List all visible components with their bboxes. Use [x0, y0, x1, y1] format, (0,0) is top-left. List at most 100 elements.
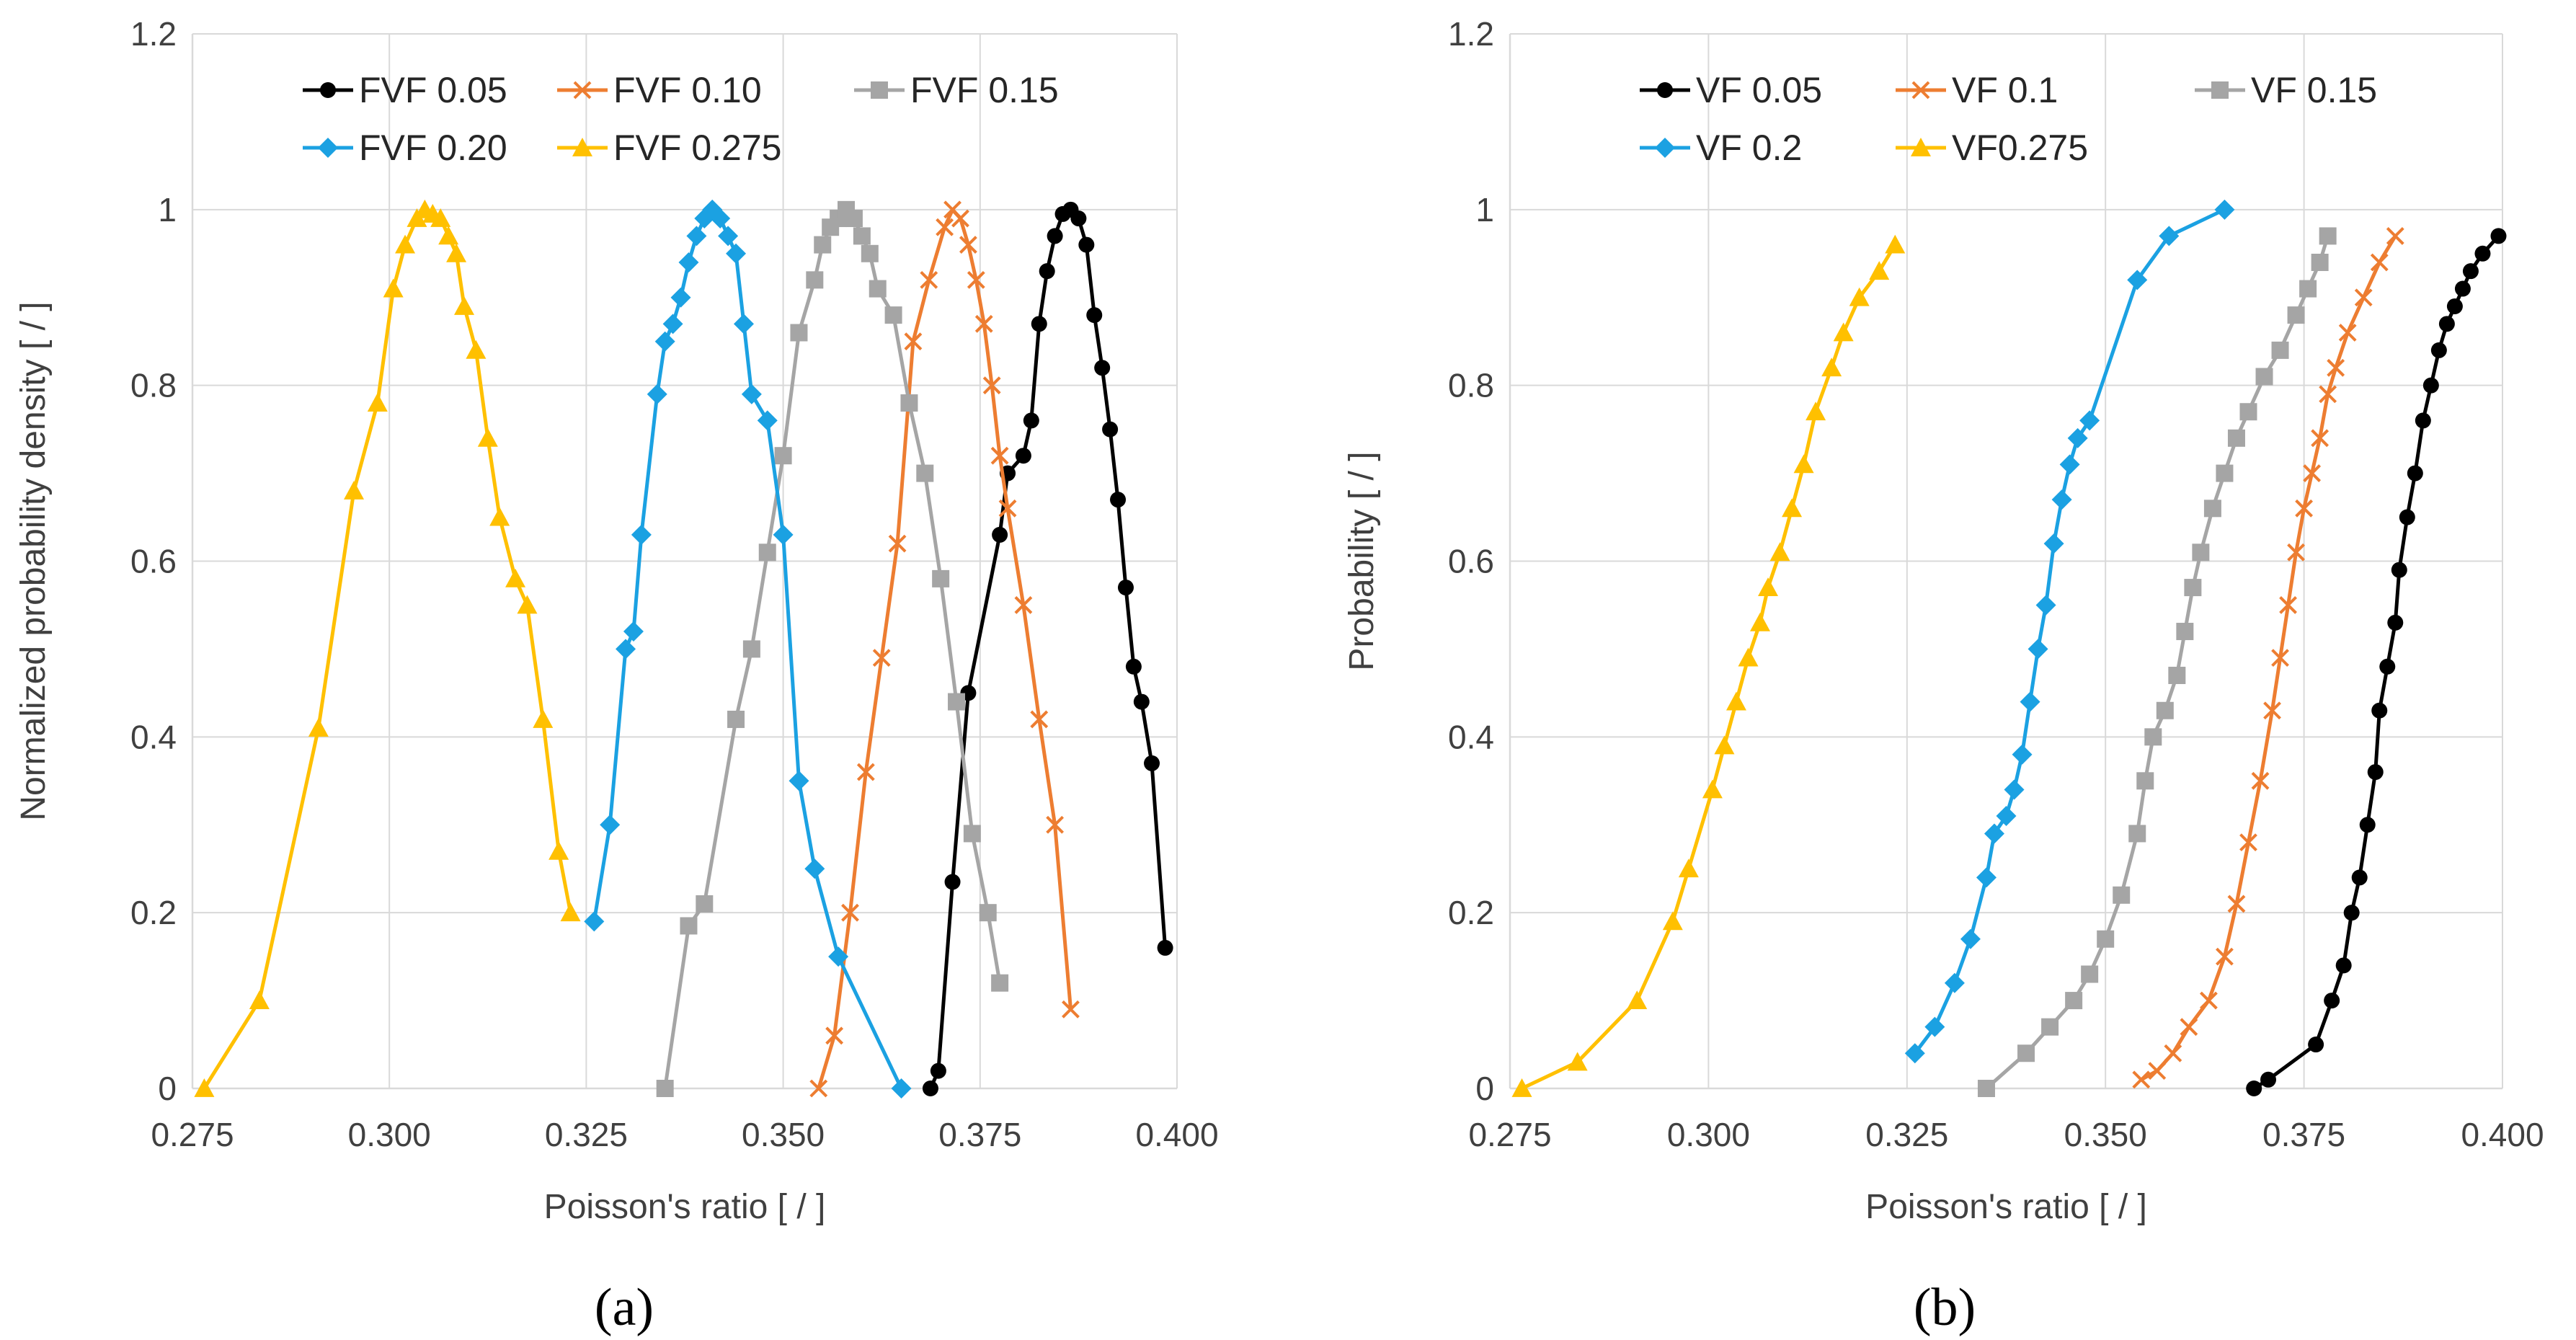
panel-a: 0.275 0.300 0.325 0.350 0.375 0.400 0 0.2 0.4 0.6…: [14, 15, 1219, 1226]
panel-a-data-point: [584, 911, 605, 932]
panel-b-data-point: [2251, 771, 2270, 790]
panel-a-data-point: [789, 771, 809, 791]
panel-b-data-point: [1662, 911, 1683, 931]
panel-a-data-point: [809, 1079, 828, 1098]
panel-b-data-point: [2203, 500, 2221, 518]
panel-a-series-2: [656, 200, 1009, 1097]
panel-a-data-point: [774, 447, 792, 465]
panel-b-data-point: [2287, 543, 2305, 562]
panel-a-legend: FVF 0.05 FVF 0.10 FVF 0.15 FVF 0.20 FVF 0.27…: [303, 70, 1059, 168]
panel-a-data-point: [841, 903, 859, 922]
panel-b-data-point: [2127, 270, 2148, 290]
panel-b-data-point: [1678, 858, 1699, 878]
legend-label: VF 0.05: [1696, 70, 1822, 110]
panel-b-data-point: [1714, 735, 1735, 755]
panel-b-series-line: [2140, 235, 2397, 1081]
caption-b: (b): [1914, 1278, 1976, 1337]
panel-b-data-point: [2097, 930, 2115, 948]
panel-b-data-point: [1769, 542, 1790, 562]
panel-b-data-point: [2338, 324, 2357, 342]
panel-b-data-point: [2004, 779, 2025, 800]
panel-a-legend-item: FVF 0.275: [557, 128, 781, 168]
panel-b-x-tick-label: 0.375: [2262, 1116, 2345, 1153]
panel-b-data-point: [2192, 543, 2210, 562]
panel-b-data-point: [1976, 867, 1997, 888]
panel-b-data-point: [2386, 226, 2404, 245]
panel-b-data-point: [1806, 401, 1826, 421]
panel-a-data-point: [758, 543, 776, 562]
panel-b-data-point: [2128, 825, 2146, 843]
panel-a-data-point: [696, 895, 714, 913]
panel-b-data-point: [2308, 1037, 2324, 1053]
panel-a-data-point: [773, 524, 794, 545]
panel-b-y-tick-label: 0.8: [1448, 367, 1494, 404]
panel-b-data-point: [1738, 647, 1759, 667]
panel-a-data-point: [825, 1026, 844, 1045]
panel-a-data-point: [489, 507, 510, 526]
panel-b-data-point: [2132, 1070, 2151, 1089]
panel-a-data-point: [992, 526, 1008, 543]
panel-b-y-tick-label: 1.2: [1448, 15, 1494, 53]
panel-b-data-point: [2311, 253, 2329, 271]
panel-a-legend-item: FVF 0.10: [557, 70, 762, 110]
panel-a-x-tick-label: 0.375: [938, 1116, 1021, 1153]
panel-a-data-point: [1078, 236, 1095, 253]
legend-swatch-marker: [572, 138, 592, 156]
panel-b-data-point: [2343, 905, 2360, 921]
panel-a-series-4: [194, 199, 581, 1097]
panel-a-data-point: [804, 858, 825, 879]
legend-swatch-marker: [320, 82, 336, 98]
panel-b-data-point: [1960, 928, 1981, 949]
panel-a-data-point: [438, 226, 459, 245]
panel-b-data-point: [2371, 702, 2388, 719]
panel-a-data-point: [959, 236, 977, 254]
panel-b-data-point: [2490, 228, 2507, 244]
panel-b-data-point: [1833, 322, 1854, 342]
panel-b-series-1: [2132, 226, 2404, 1089]
panel-a-data-point: [1014, 596, 1033, 614]
panel-a-data-point: [1046, 815, 1065, 834]
legend-swatch-marker: [1911, 81, 1930, 99]
panel-a-data-point: [944, 874, 961, 890]
panel-b-y-tick-label: 0.2: [1448, 894, 1494, 931]
panel-b-x-tick-label: 0.325: [1865, 1116, 1948, 1153]
panel-a-series-0: [922, 201, 1173, 1096]
panel-b-x-tick-label: 0.300: [1667, 1116, 1750, 1153]
caption-a: (a): [595, 1278, 654, 1337]
panel-a-data-point: [900, 394, 918, 412]
panel-b-data-point: [2391, 562, 2407, 578]
panel-a-data-point: [1070, 210, 1087, 227]
panel-a-data-point: [951, 209, 969, 228]
panel-b-data-point: [2446, 298, 2463, 314]
panel-b-legend-item: VF 0.15: [2195, 70, 2377, 110]
panel-a-y-tick-label: 0.2: [130, 894, 177, 931]
panel-b-data-point: [2239, 403, 2257, 421]
panel-a-data-point: [1062, 1000, 1080, 1019]
panel-a-data-point: [891, 1078, 912, 1099]
panel-b-legend-item: VF 0.2: [1640, 128, 1802, 168]
panel-b-series-2: [1977, 227, 2337, 1097]
panel-b-data-point: [2379, 658, 2396, 675]
panel-a-data-point: [616, 639, 636, 660]
panel-b-data-point: [2041, 1018, 2059, 1036]
panel-a-data-point: [1125, 658, 1142, 675]
panel-a-legend-item: FVF 0.15: [854, 70, 1059, 110]
panel-b-legend-item: VF 0.1: [1896, 70, 2058, 110]
panel-a-data-point: [1157, 939, 1173, 956]
panel-b-data-point: [2287, 306, 2305, 324]
panel-a-data-point: [249, 990, 270, 1009]
panel-b-data-point: [2020, 691, 2040, 712]
panel-b-y-axis-title: Probability [ / ]: [1343, 451, 1381, 670]
panel-b-data-point: [2474, 245, 2491, 262]
panel-b-series-line: [2252, 234, 2500, 1091]
panel-a-data-point: [1086, 307, 1103, 324]
panel-a-data-point: [194, 1078, 215, 1097]
panel-b-data-point: [2216, 947, 2234, 966]
panel-a-data-point: [904, 332, 923, 351]
legend-swatch-marker: [1911, 138, 1931, 156]
panel-b-data-point: [2260, 1071, 2277, 1088]
panel-b-data-point: [2176, 623, 2194, 641]
panel-a-data-point: [967, 270, 985, 289]
panel-b-y-tick-label: 1: [1475, 191, 1494, 228]
panel-a-data-point: [806, 271, 824, 289]
